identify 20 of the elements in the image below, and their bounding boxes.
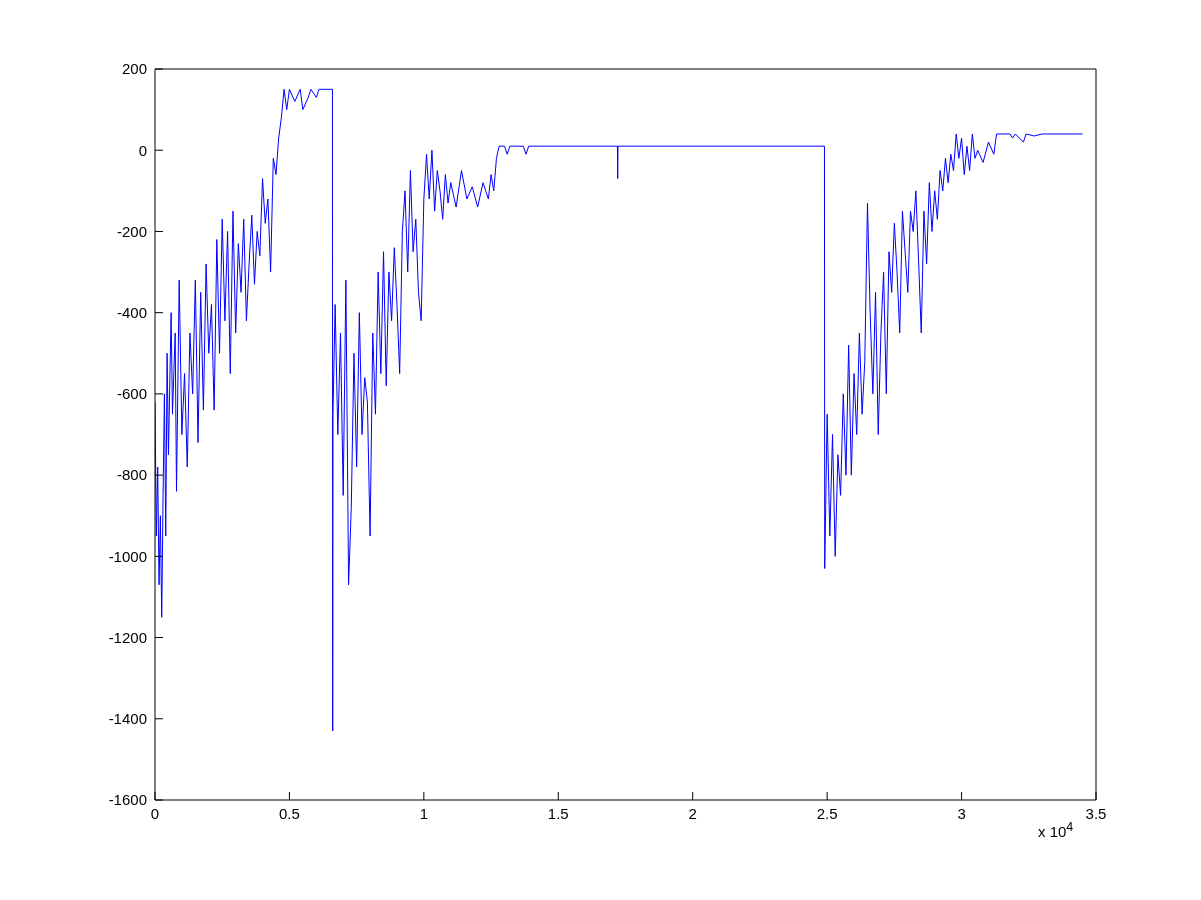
x-tick-label: 1 [419,804,429,822]
y-tick-label: -1400 [108,710,147,728]
y-tick-label: -1600 [108,791,147,809]
y-tick-label: -600 [116,385,147,403]
y-tick-label: -1200 [108,628,147,646]
y-tick-label: 0 [138,141,147,159]
x-tick-label: 2.5 [816,804,838,822]
x-tick-label: 3 [957,804,966,822]
x-tick-label: 0 [150,804,160,822]
y-tick-label: -1000 [108,547,147,565]
x-tick-label: 3.5 [1085,804,1107,822]
y-tick-label: -400 [116,303,147,321]
y-tick-label: -200 [116,222,147,240]
y-tick-label: -800 [116,466,147,484]
x-tick-label: 2 [688,804,697,822]
x-tick-label: 1.5 [547,804,569,822]
y-tick-label: 200 [121,60,147,78]
line-series [155,88,1084,732]
x-tick-label: 0.5 [279,804,300,822]
text: x 10$^{4}$ [1038,820,1074,840]
